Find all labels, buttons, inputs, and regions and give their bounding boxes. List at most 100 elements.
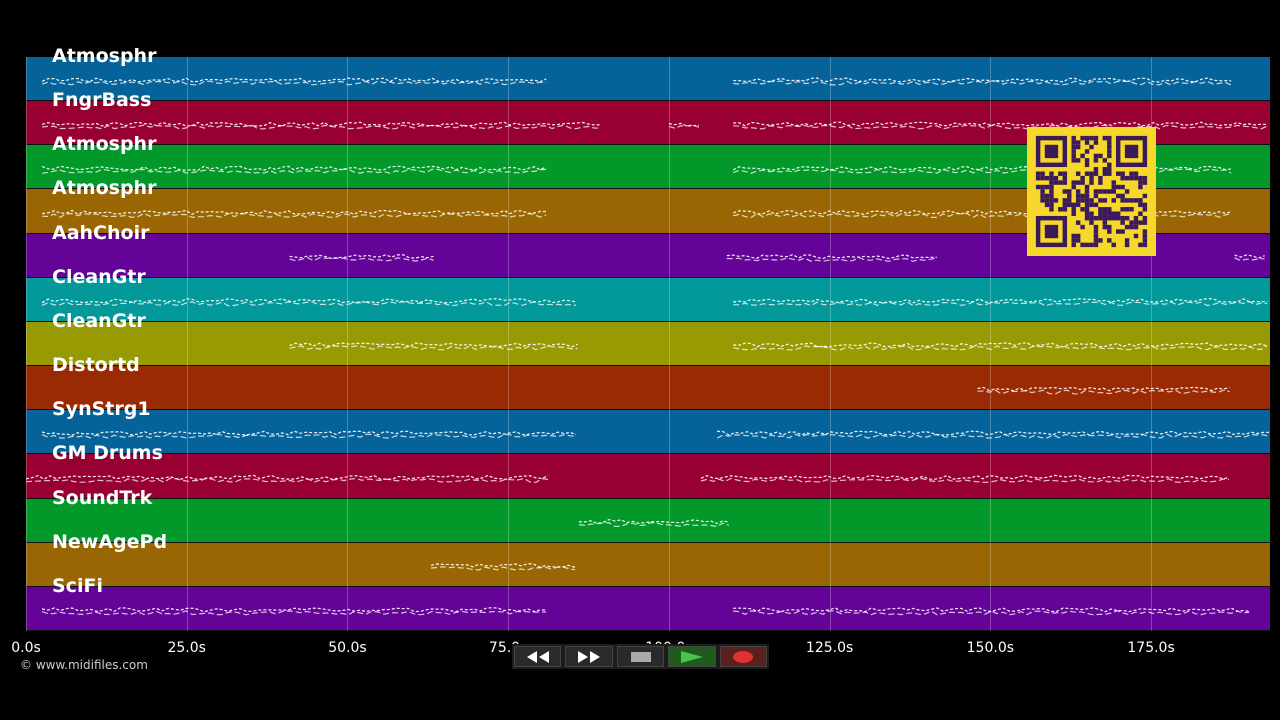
qr-module [1102, 215, 1108, 221]
qr-module [1142, 175, 1148, 181]
qr-module [1040, 189, 1045, 194]
qr-module [1124, 207, 1130, 212]
qr-module [1089, 171, 1094, 176]
qr-module [1107, 211, 1112, 216]
track-name: Atmosphr [52, 177, 157, 200]
qr-finder [1044, 144, 1059, 159]
qr-module [1111, 211, 1116, 216]
qr-module [1129, 224, 1134, 230]
qr-module [1107, 162, 1112, 168]
note-line [41, 77, 547, 83]
note-segment [700, 474, 1230, 483]
note-segment [289, 254, 434, 262]
qr-module [1071, 211, 1076, 216]
qr-module [1049, 207, 1054, 212]
qr-module [1080, 198, 1085, 203]
qr-module [1102, 207, 1108, 212]
qr-module [1058, 171, 1063, 176]
qr-module [1062, 207, 1068, 212]
note-segment [41, 430, 577, 439]
qr-module [1124, 238, 1130, 243]
note-segment [41, 77, 547, 86]
qr-module [1071, 149, 1076, 154]
qr-module [1102, 224, 1108, 230]
qr-module [1071, 207, 1076, 212]
qr-module [1093, 229, 1099, 234]
qr-module [1075, 220, 1081, 225]
stop-button[interactable] [616, 646, 665, 667]
qr-module [1075, 158, 1081, 163]
qr-module [1071, 180, 1076, 185]
qr-module [1138, 211, 1143, 216]
rewind-button[interactable] [514, 646, 562, 667]
qr-module [1093, 202, 1099, 208]
note-segment [41, 121, 601, 130]
qr-module [1080, 135, 1085, 141]
qr-module [1133, 198, 1139, 203]
note-segment [732, 165, 1232, 174]
qr-module [1071, 135, 1076, 141]
note-line [977, 389, 1230, 395]
qr-module [1089, 211, 1094, 216]
note-line [578, 518, 730, 525]
qr-module [1115, 229, 1121, 234]
qr-module [1102, 211, 1108, 216]
track-name: CleanGtr [52, 309, 146, 332]
qr-module [1142, 202, 1148, 208]
qr-module [1133, 224, 1139, 230]
qr-module [1093, 189, 1099, 194]
qr-module [1098, 198, 1103, 203]
qr-module [1138, 184, 1143, 190]
qr-module [1107, 189, 1112, 194]
note-segment [716, 430, 1270, 439]
note-line [733, 345, 1268, 351]
qr-module [1129, 207, 1134, 212]
qr-module [1089, 175, 1094, 181]
qr-module [1044, 193, 1050, 199]
qr-module [1049, 171, 1054, 176]
qr-module [1111, 184, 1116, 190]
note-line [430, 566, 576, 571]
track-name: Atmosphr [52, 133, 157, 156]
note-line [726, 254, 937, 260]
qr-module [1080, 180, 1085, 185]
qr-module [1098, 180, 1103, 185]
qr-module [1124, 189, 1130, 194]
play-button[interactable] [668, 646, 716, 667]
qr-module [1075, 202, 1081, 208]
qr-module [1071, 158, 1076, 163]
note-segment [733, 77, 1232, 86]
play-icon [680, 650, 703, 663]
qr-finder [1044, 224, 1059, 239]
qr-module [1053, 175, 1059, 181]
qr-module [1107, 135, 1112, 141]
transport-bar [512, 644, 769, 669]
qr-module [1098, 189, 1103, 194]
qr-module [1098, 215, 1103, 221]
qr-module [1107, 229, 1112, 234]
note-line [733, 607, 1250, 613]
note-line [41, 301, 577, 307]
record-button[interactable] [719, 646, 768, 667]
qr-module [1075, 193, 1081, 199]
qr-module [1120, 220, 1125, 225]
qr-module [1075, 189, 1081, 194]
qr-module [1138, 242, 1143, 248]
qr-module [1084, 140, 1090, 145]
qr-module [1107, 224, 1112, 230]
qr-module [1093, 193, 1099, 199]
note-line [717, 430, 1270, 436]
qr-module [1142, 180, 1148, 185]
qr-module [1133, 220, 1139, 225]
qr-module [1049, 184, 1054, 190]
qr-module [1124, 242, 1130, 248]
qr-module [1062, 198, 1068, 203]
qr-module [1040, 175, 1045, 181]
qr-module [1102, 167, 1108, 172]
qr-module [1084, 135, 1090, 141]
qr-module [1075, 140, 1081, 145]
track-lane: AahChoir [26, 222, 1270, 278]
qr-module [1084, 211, 1090, 216]
qr-module [1107, 238, 1112, 243]
fast-forward-button[interactable] [565, 646, 613, 667]
